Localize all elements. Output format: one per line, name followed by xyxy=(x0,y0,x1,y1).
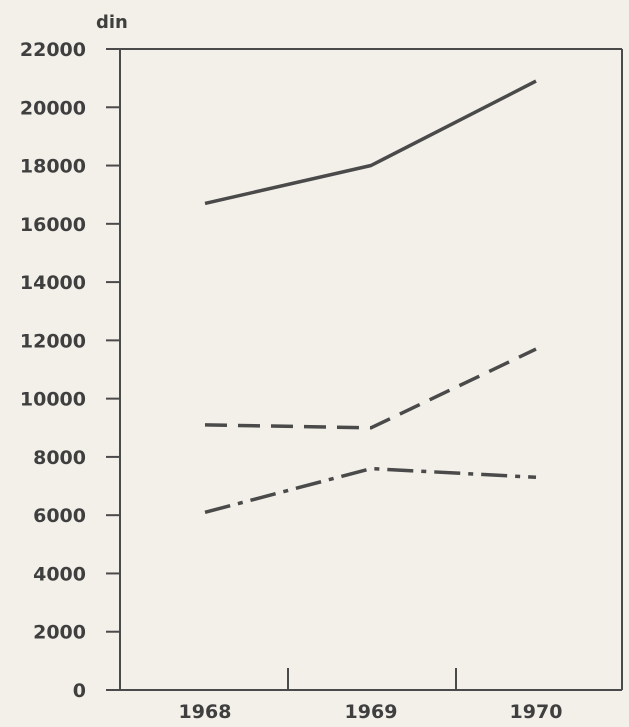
y-tick-label: 2000 xyxy=(33,622,86,644)
y-tick-label: 16000 xyxy=(20,214,86,236)
x-tick-label: 1970 xyxy=(510,701,563,723)
y-axis-unit-label: din xyxy=(96,12,128,33)
series-line-dash-dot xyxy=(204,466,537,514)
y-axis-ticks: 0 2000 4000 6000 8000 10000 12000 14000 16000 180… xyxy=(20,39,120,702)
y-tick-label: 0 xyxy=(73,680,86,702)
x-tick-label: 1968 xyxy=(179,701,232,723)
y-tick-label: 10000 xyxy=(20,389,86,411)
series-layer xyxy=(204,79,537,514)
y-tick-label: 6000 xyxy=(33,505,86,527)
x-tick-label: 1969 xyxy=(345,701,398,723)
y-tick-label: 22000 xyxy=(20,39,86,61)
y-tick-label: 12000 xyxy=(20,330,86,352)
y-tick-label: 8000 xyxy=(33,447,86,469)
x-axis-ticks: 1968 1969 1970 xyxy=(179,668,563,723)
y-tick-label: 4000 xyxy=(33,563,86,585)
y-tick-label: 18000 xyxy=(20,156,86,178)
y-tick-label: 20000 xyxy=(20,97,86,119)
y-tick-label: 14000 xyxy=(20,272,86,294)
